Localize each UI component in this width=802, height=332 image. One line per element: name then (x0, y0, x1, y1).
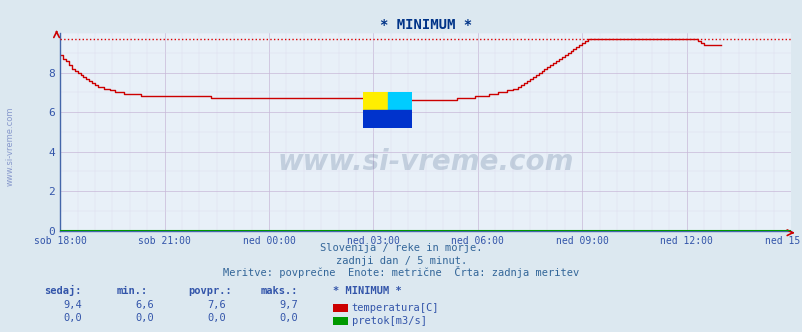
Text: 7,6: 7,6 (207, 300, 226, 310)
Text: temperatura[C]: temperatura[C] (351, 303, 439, 313)
Title: * MINIMUM *: * MINIMUM * (379, 18, 471, 32)
Text: sedaj:: sedaj: (44, 285, 82, 296)
Text: 0,0: 0,0 (279, 313, 298, 323)
Text: zadnji dan / 5 minut.: zadnji dan / 5 minut. (335, 256, 467, 266)
Text: 9,7: 9,7 (279, 300, 298, 310)
Text: povpr.:: povpr.: (188, 286, 232, 296)
Bar (387, 92, 411, 110)
Text: 6,6: 6,6 (135, 300, 154, 310)
Text: 0,0: 0,0 (135, 313, 154, 323)
Bar (363, 110, 411, 128)
Text: min.:: min.: (116, 286, 148, 296)
Text: pretok[m3/s]: pretok[m3/s] (351, 316, 426, 326)
Text: 9,4: 9,4 (63, 300, 82, 310)
Text: maks.:: maks.: (261, 286, 298, 296)
Text: 0,0: 0,0 (207, 313, 226, 323)
Text: 0,0: 0,0 (63, 313, 82, 323)
Text: Slovenija / reke in morje.: Slovenija / reke in morje. (320, 243, 482, 253)
Text: www.si-vreme.com: www.si-vreme.com (6, 106, 15, 186)
Bar (363, 92, 387, 110)
Text: Meritve: povprečne  Enote: metrične  Črta: zadnja meritev: Meritve: povprečne Enote: metrične Črta:… (223, 266, 579, 278)
Text: www.si-vreme.com: www.si-vreme.com (277, 148, 573, 176)
Text: * MINIMUM *: * MINIMUM * (333, 286, 402, 296)
